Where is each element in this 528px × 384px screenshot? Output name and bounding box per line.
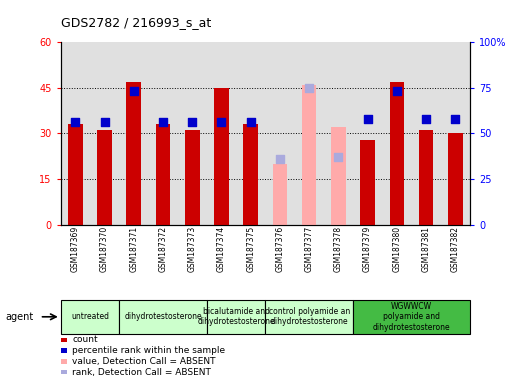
Bar	[97, 131, 112, 225]
Bar	[331, 127, 346, 225]
Bar	[419, 131, 433, 225]
Point	[422, 116, 430, 122]
Bar	[272, 164, 287, 225]
Bar	[302, 85, 316, 225]
Bar	[68, 124, 83, 225]
Bar	[448, 134, 463, 225]
Text: percentile rank within the sample: percentile rank within the sample	[72, 346, 225, 355]
Bar	[185, 131, 200, 225]
Bar	[119, 300, 207, 334]
Text: GDS2782 / 216993_s_at: GDS2782 / 216993_s_at	[61, 16, 211, 29]
Bar	[265, 300, 353, 334]
Bar	[127, 82, 141, 225]
Point	[217, 119, 225, 126]
Bar	[156, 124, 171, 225]
Text: dihydrotestosterone: dihydrotestosterone	[124, 312, 202, 321]
Text: agent: agent	[5, 312, 34, 322]
Point	[451, 116, 459, 122]
Point	[305, 85, 314, 91]
Text: rank, Detection Call = ABSENT: rank, Detection Call = ABSENT	[72, 367, 211, 377]
Bar	[360, 139, 375, 225]
Text: control polyamide an
dihydrotestosterone: control polyamide an dihydrotestosterone	[269, 307, 350, 326]
Text: WGWWCW
polyamide and
dihydrotestosterone: WGWWCW polyamide and dihydrotestosterone	[373, 302, 450, 332]
Point	[363, 116, 372, 122]
Point	[129, 88, 138, 94]
Point	[159, 119, 167, 126]
Text: value, Detection Call = ABSENT: value, Detection Call = ABSENT	[72, 357, 216, 366]
Point	[71, 119, 80, 126]
Point	[188, 119, 196, 126]
Bar	[207, 300, 265, 334]
Bar	[353, 300, 470, 334]
Bar	[214, 88, 229, 225]
Bar	[243, 124, 258, 225]
Point	[100, 119, 109, 126]
Point	[247, 119, 255, 126]
Bar	[390, 82, 404, 225]
Text: untreated: untreated	[71, 312, 109, 321]
Point	[393, 88, 401, 94]
Bar	[61, 300, 119, 334]
Point	[334, 154, 343, 160]
Text: bicalutamide and
dihydrotestosterone: bicalutamide and dihydrotestosterone	[197, 307, 275, 326]
Point	[276, 156, 284, 162]
Text: count: count	[72, 335, 98, 344]
